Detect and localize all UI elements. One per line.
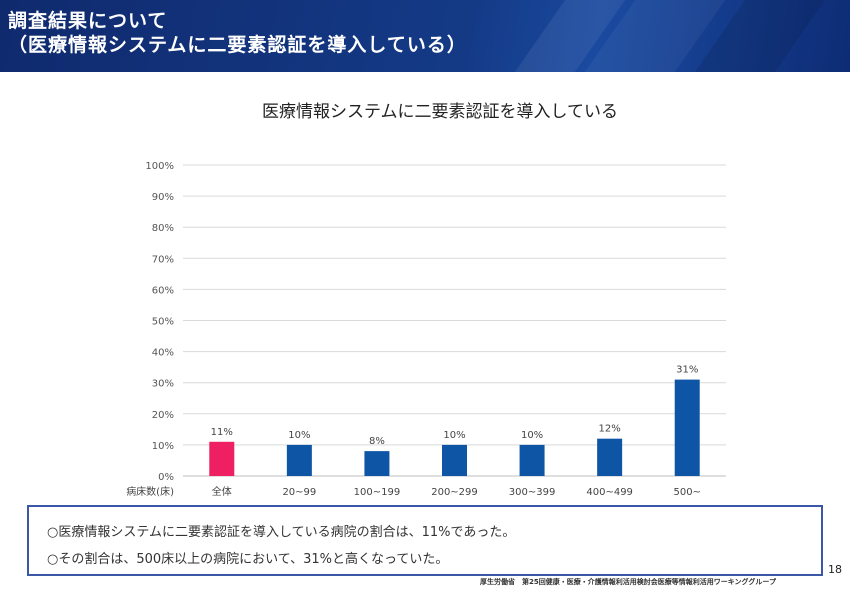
x-tick-label: 400~499 [586, 487, 633, 498]
summary-line-1: ○医療情報システムに二要素認証を導入している病院の割合は、11%であった。 [47, 525, 516, 540]
slide-title: 調査結果について （医療情報システムに二要素認証を導入している） [8, 9, 467, 57]
y-tick-label: 0% [158, 472, 174, 483]
bar-chart: 0% 10% 20% 30% 40% 50% 60% 70% 80% 90% 100% 11% 全体 10… [126, 161, 726, 498]
x-tick-label: 500~ [673, 487, 700, 498]
x-tick-label: 100~199 [354, 487, 401, 498]
data-label: 10% [443, 430, 465, 441]
y-tick-label: 50% [152, 317, 174, 328]
bar [597, 438, 623, 476]
data-label: 11% [211, 427, 233, 438]
bar [674, 379, 700, 476]
y-tick-label: 100% [145, 161, 174, 172]
chart-title: 医療情報システムに二要素認証を導入している [262, 102, 618, 122]
y-tick-label: 20% [152, 410, 174, 421]
header-banner: 調査結果について （医療情報システムに二要素認証を導入している） [0, 0, 850, 72]
y-tick-label: 40% [152, 348, 174, 359]
source-footer: 厚生労働省 第25回健康・医療・介護情報利活用検討会医療等情報利活用ワーキンググ… [480, 578, 776, 586]
x-axis-label: 病床数(床) [126, 485, 174, 498]
page-number: 18 [828, 563, 842, 576]
y-tick-label: 30% [152, 379, 174, 390]
bar [442, 444, 467, 476]
x-tick-label: 200~299 [431, 487, 478, 498]
data-label: 12% [599, 424, 621, 435]
bar [286, 444, 312, 476]
summary-box: ○医療情報システムに二要素認証を導入している病院の割合は、11%であった。 ○そ… [27, 505, 823, 576]
data-label: 10% [288, 430, 310, 441]
slide-title-line2: （医療情報システムに二要素認証を導入している） [8, 34, 467, 56]
data-label: 10% [521, 430, 543, 441]
slide-title-line1: 調査結果について [8, 10, 168, 32]
bar [364, 451, 390, 476]
data-label: 8% [369, 436, 385, 447]
bar [519, 444, 545, 476]
x-tick-label: 300~399 [509, 487, 556, 498]
y-tick-label: 70% [152, 254, 174, 265]
y-tick-label: 60% [152, 285, 174, 296]
bar [209, 441, 235, 476]
y-tick-label: 10% [152, 441, 174, 452]
y-tick-label: 90% [152, 192, 174, 203]
x-tick-label: 全体 [212, 485, 232, 498]
data-label: 31% [676, 365, 698, 376]
y-tick-label: 80% [152, 223, 174, 234]
x-tick-label: 20~99 [282, 487, 316, 498]
summary-line-2: ○その割合は、500床以上の病院において、31%と高くなっていた。 [47, 552, 449, 567]
